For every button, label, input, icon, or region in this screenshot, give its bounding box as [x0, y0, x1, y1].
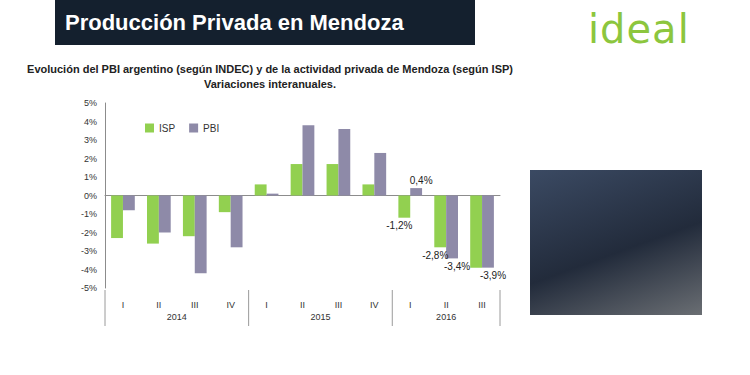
- svg-text:-2,8%: -2,8%: [422, 250, 448, 261]
- svg-text:Variaciones interanuales.: Variaciones interanuales.: [204, 78, 336, 90]
- svg-text:I: I: [265, 300, 268, 310]
- svg-text:-3,4%: -3,4%: [444, 261, 470, 272]
- svg-text:4%: 4%: [84, 117, 97, 127]
- svg-text:I: I: [122, 300, 125, 310]
- svg-text:II: II: [156, 300, 161, 310]
- svg-text:-2%: -2%: [81, 228, 97, 238]
- html-text:Producción Privada en Mendoza: Producción Privada en Mendoza: [65, 10, 404, 35]
- svg-text:-1,2%: -1,2%: [386, 220, 412, 231]
- svg-text:Evolución del PBI argentino (s: Evolución del PBI argentino (según INDEC…: [27, 63, 513, 75]
- svg-text:-3,9%: -3,9%: [480, 270, 506, 281]
- html-text:ideal: ideal: [588, 6, 690, 52]
- svg-text:5%: 5%: [84, 98, 97, 108]
- svg-text:1%: 1%: [84, 172, 97, 182]
- svg-text:2016: 2016: [436, 312, 456, 322]
- svg-text:-1%: -1%: [81, 209, 97, 219]
- svg-text:-5%: -5%: [81, 283, 97, 293]
- svg-text:IV: IV: [370, 300, 379, 310]
- svg-text:III: III: [478, 300, 486, 310]
- svg-text:ISP: ISP: [159, 123, 175, 134]
- svg-text:I: I: [409, 300, 412, 310]
- svg-text:III: III: [191, 300, 199, 310]
- svg-text:2014: 2014: [167, 312, 187, 322]
- svg-text:3%: 3%: [84, 135, 97, 145]
- svg-text:2015: 2015: [310, 312, 330, 322]
- svg-text:II: II: [300, 300, 305, 310]
- svg-text:0%: 0%: [84, 191, 97, 201]
- svg-text:PBI: PBI: [203, 123, 219, 134]
- svg-text:IV: IV: [226, 300, 235, 310]
- svg-text:2%: 2%: [84, 154, 97, 164]
- svg-text:III: III: [335, 300, 343, 310]
- svg-text:-3%: -3%: [81, 246, 97, 256]
- svg-text:II: II: [444, 300, 449, 310]
- svg-text:0,4%: 0,4%: [410, 175, 433, 186]
- svg-text:-4%: -4%: [81, 265, 97, 275]
